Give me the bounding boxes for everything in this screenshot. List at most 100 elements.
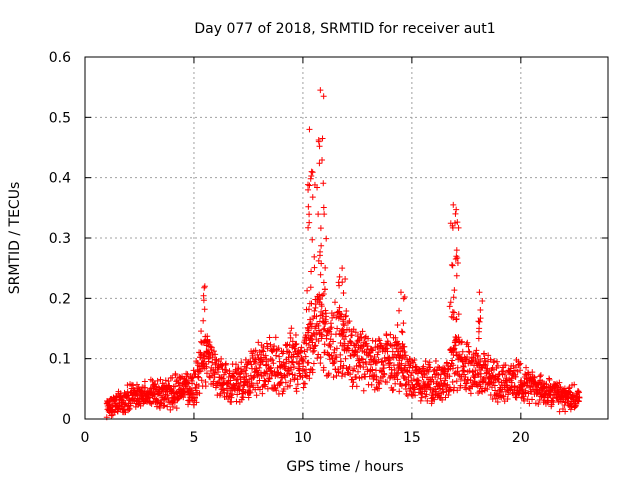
data-point-404 xyxy=(200,352,207,359)
data-point-592 xyxy=(245,394,252,401)
data-point-625 xyxy=(253,392,260,399)
data-point-1992 xyxy=(309,339,316,346)
data-point-2089 xyxy=(451,287,458,294)
data-point-988 xyxy=(340,362,347,369)
data-point-1192 xyxy=(389,387,396,394)
data-point-100 xyxy=(127,402,134,409)
data-point-1710 xyxy=(513,394,520,401)
data-point-1478 xyxy=(458,339,465,346)
data-point-2018 xyxy=(314,184,321,191)
data-point-644 xyxy=(258,351,265,358)
data-point-905 xyxy=(320,364,327,371)
data-point-1245 xyxy=(402,362,409,369)
data-point-1782 xyxy=(530,373,537,380)
data-point-651 xyxy=(259,358,266,365)
data-point-632 xyxy=(255,339,262,346)
data-point-433 xyxy=(207,343,214,350)
data-point-1327 xyxy=(421,370,428,377)
data-point-181 xyxy=(147,400,154,407)
data-point-2099 xyxy=(454,259,461,266)
data-point-2047 xyxy=(319,135,326,142)
x-tick-label-0: 0 xyxy=(81,430,90,446)
data-point-1278 xyxy=(410,359,417,366)
data-point-1273 xyxy=(408,369,415,376)
y-tick-label-5: 0.5 xyxy=(49,110,71,126)
data-point-478 xyxy=(218,362,225,369)
data-point-1169 xyxy=(384,379,391,386)
x-tick-label-2: 10 xyxy=(294,430,312,446)
data-point-967 xyxy=(335,368,342,375)
data-point-1995 xyxy=(309,236,316,243)
data-point-1889 xyxy=(556,408,563,415)
data-point-2103 xyxy=(454,254,461,261)
axis-ticks: 0 5 10 15 20 0 0.1 0.2 0.3 0.4 0.5 0.6 xyxy=(49,50,608,446)
data-point-1102 xyxy=(367,361,374,368)
data-point-717 xyxy=(275,345,282,352)
data-point-241 xyxy=(161,402,168,409)
y-tick-label-6: 0.6 xyxy=(49,50,71,66)
data-point-273 xyxy=(169,374,176,381)
data-point-2046 xyxy=(321,211,328,218)
data-point-747 xyxy=(282,379,289,386)
data-point-796 xyxy=(294,376,301,383)
data-point-1121 xyxy=(372,338,379,345)
data-point-1285 xyxy=(411,386,418,393)
data-point-2044 xyxy=(322,318,329,325)
data-point-2119 xyxy=(476,318,483,325)
data-point-843 xyxy=(305,341,312,348)
data-point-1324 xyxy=(421,368,428,375)
data-point-820 xyxy=(300,358,307,365)
data-point-649 xyxy=(259,390,266,397)
data-point-777 xyxy=(290,359,297,366)
data-point-674 xyxy=(265,378,272,385)
data-point-503 xyxy=(224,389,231,396)
data-point-827 xyxy=(302,380,309,387)
data-point-952 xyxy=(331,299,338,306)
data-point-1072 xyxy=(360,387,367,394)
data-points xyxy=(103,87,583,421)
data-point-265 xyxy=(167,406,174,413)
data-point-297 xyxy=(174,395,181,402)
data-point-497 xyxy=(222,360,229,367)
data-point-776 xyxy=(289,338,296,345)
data-point-1127 xyxy=(373,359,380,366)
data-point-2079 xyxy=(453,206,460,213)
data-point-134 xyxy=(135,399,142,406)
data-point-1281 xyxy=(410,376,417,383)
data-point-1982 xyxy=(200,317,207,324)
data-point-1990 xyxy=(304,287,311,294)
data-point-1696 xyxy=(510,362,517,369)
data-point-1748 xyxy=(522,389,529,396)
data-point-2115 xyxy=(475,335,482,342)
data-point-2004 xyxy=(309,169,316,176)
data-point-1993 xyxy=(308,268,315,275)
data-point-1749 xyxy=(523,364,530,371)
data-point-2074 xyxy=(401,294,408,301)
data-point-2008 xyxy=(305,306,312,313)
data-point-2028 xyxy=(320,290,327,297)
data-point-1504 xyxy=(464,339,471,346)
data-point-594 xyxy=(246,376,253,383)
data-point-1382 xyxy=(435,364,442,371)
data-point-446 xyxy=(210,378,217,385)
data-point-1138 xyxy=(376,337,383,344)
data-point-570 xyxy=(240,382,247,389)
data-point-1125 xyxy=(373,384,380,391)
data-point-1926 xyxy=(565,395,572,402)
data-point-246 xyxy=(162,377,169,384)
data-point-1195 xyxy=(390,386,397,393)
data-point-474 xyxy=(217,390,224,397)
data-point-1201 xyxy=(391,367,398,374)
data-point-337 xyxy=(184,371,191,378)
data-point-1601 xyxy=(487,356,494,363)
data-point-993 xyxy=(341,340,348,347)
data-point-690 xyxy=(269,357,276,364)
data-point-2020 xyxy=(318,242,325,249)
y-tick-label-3: 0.3 xyxy=(49,231,71,247)
data-point-2075 xyxy=(398,345,405,352)
data-point-2032 xyxy=(317,87,324,94)
data-point-95 xyxy=(126,405,133,412)
data-point-2009 xyxy=(305,224,312,231)
data-point-2000 xyxy=(305,203,312,210)
data-point-1785 xyxy=(531,374,538,381)
